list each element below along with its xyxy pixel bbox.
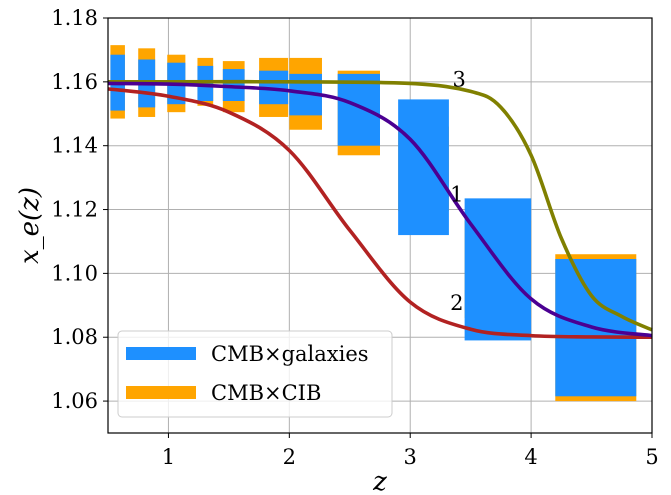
axis-ticks: 1 2 3 4 5 1.06 1.08 1.10 1.12 1.14 1.16 1.18 (51, 6, 658, 469)
x-tick-label: 2 (283, 445, 296, 469)
axes-frame (107, 17, 653, 434)
x-tick-label: 1 (162, 445, 175, 469)
legend-label-cib: CMB×CIB (211, 381, 321, 405)
y-tick-label: 1.06 (51, 389, 98, 413)
x-axis-label: z (372, 467, 387, 495)
x-tick-label: 5 (645, 445, 658, 469)
y-axis-label: x_e(z) (15, 187, 45, 264)
y-tick-label: 1.18 (51, 6, 98, 30)
curve-2 (107, 87, 653, 340)
x-tick-label: 4 (524, 445, 537, 469)
curve-3 (107, 79, 653, 332)
band-galaxies (464, 198, 532, 341)
legend-swatch-cib (126, 386, 196, 399)
band-galaxies (222, 69, 245, 101)
x-tick-label: 3 (404, 445, 417, 469)
legend-swatch-galaxies (126, 347, 196, 360)
model-curves (107, 79, 653, 340)
curve-1 (107, 81, 653, 338)
y-tick-label: 1.12 (51, 198, 98, 222)
band-galaxies (337, 73, 380, 146)
band-galaxies (398, 99, 449, 236)
y-tick-label: 1.14 (51, 134, 98, 158)
y-tick-label: 1.08 (51, 325, 98, 349)
legend: CMB×galaxies CMB×CIB (117, 330, 393, 418)
y-tick-label: 1.10 (51, 261, 98, 285)
curve-label-1: 1 (450, 183, 463, 207)
y-tick-label: 1.16 (51, 70, 98, 94)
curve-labels: 1 2 3 (450, 68, 466, 315)
curve-label-2: 2 (450, 291, 463, 315)
legend-label-galaxies: CMB×galaxies (211, 342, 369, 366)
curve-label-3: 3 (453, 68, 466, 92)
